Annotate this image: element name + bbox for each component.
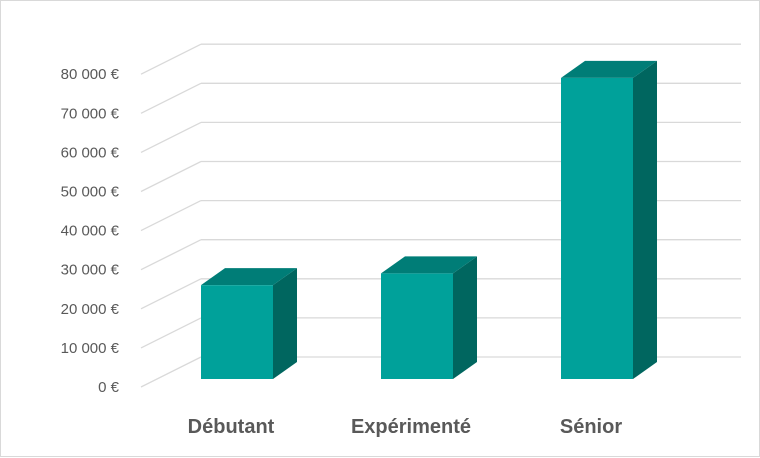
bar-side-face	[273, 268, 297, 379]
y-tick-label: 20 000 €	[61, 301, 120, 318]
bar-top-face	[561, 60, 657, 78]
y-tick-label: 0 €	[98, 379, 120, 396]
y-tick-label: 60 000 €	[61, 144, 120, 161]
bar-sénior	[561, 60, 657, 380]
x-axis-categories: Débutant Expérimenté Sénior	[188, 416, 623, 438]
y-tick-label: 10 000 €	[61, 340, 120, 357]
bar-top-face	[381, 256, 477, 274]
bars	[201, 60, 657, 380]
bar-front-face	[201, 285, 273, 379]
gridline-diagonal	[140, 160, 202, 193]
x-category-label: Sénior	[560, 416, 622, 438]
gridline-diagonal	[140, 356, 202, 388]
bar-side-face	[633, 60, 657, 380]
gridline-diagonal	[140, 43, 202, 75]
gridline-diagonal	[140, 82, 202, 114]
y-axis-ticks: 0 € 10 000 € 20 000 € 30 000 € 40 000 € 50 00…	[61, 66, 120, 396]
bar-top-face	[201, 268, 297, 286]
y-tick-label: 70 000 €	[61, 105, 120, 122]
bar-side-face	[453, 256, 477, 379]
y-tick-label: 80 000 €	[61, 66, 120, 83]
y-tick-label: 40 000 €	[61, 223, 120, 240]
bar-débutant	[201, 268, 297, 379]
y-tick-label: 50 000 €	[61, 184, 120, 201]
gridline-diagonal	[140, 239, 202, 271]
gridline-diagonal	[140, 278, 202, 310]
gridline-diagonal	[140, 200, 202, 232]
bar-front-face	[381, 273, 453, 379]
x-category-label: Expérimenté	[351, 416, 471, 438]
y-tick-label: 30 000 €	[61, 262, 120, 279]
bar-front-face	[561, 77, 633, 380]
bar-expérimenté	[381, 256, 477, 379]
x-category-label: Débutant	[188, 416, 275, 438]
gridline-diagonal	[140, 121, 202, 153]
gridline-diagonal	[140, 317, 202, 349]
